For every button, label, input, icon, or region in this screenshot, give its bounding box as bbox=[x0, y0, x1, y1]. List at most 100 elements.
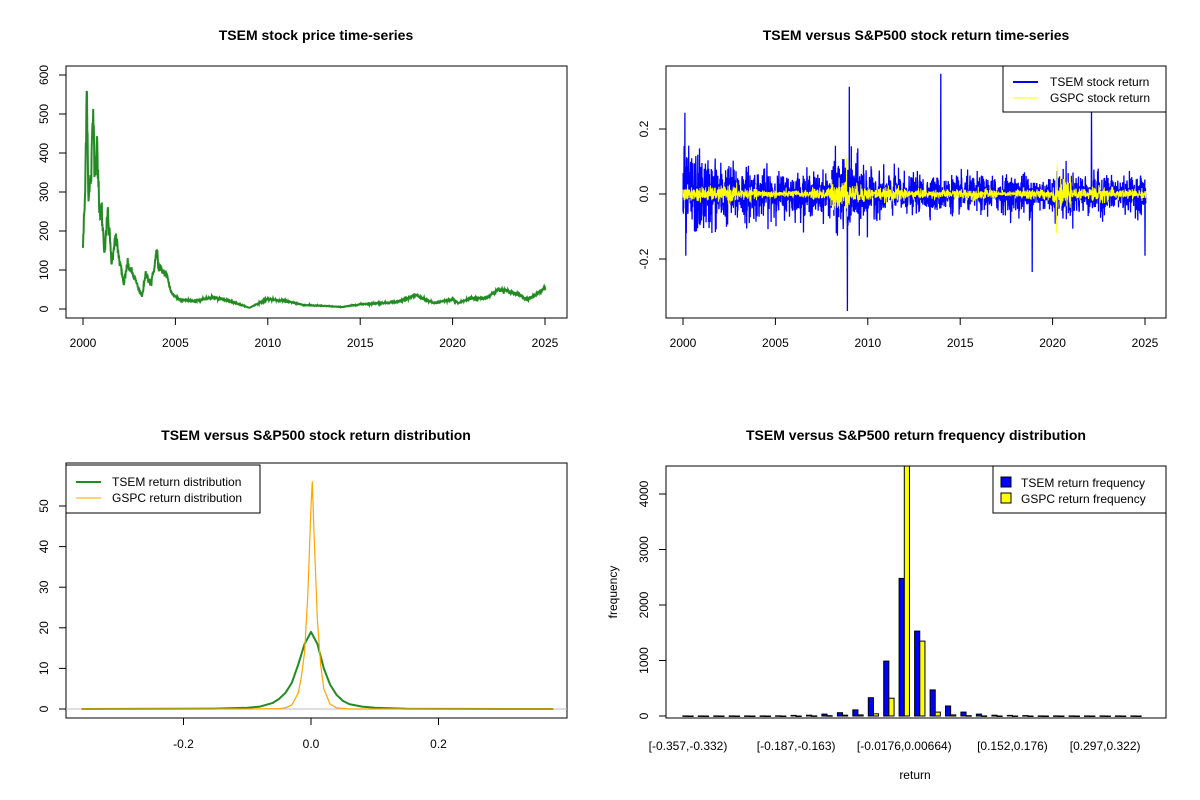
chart3-xtick-label: 0.2 bbox=[430, 737, 447, 751]
tsem-freq-bar bbox=[867, 697, 874, 717]
chart1-plot-box bbox=[65, 65, 568, 319]
tsem-freq-bar bbox=[744, 715, 751, 717]
chart3-title: TSEM versus S&P500 stock return distribu… bbox=[161, 427, 471, 443]
chart2-ytick-label: 0.2 bbox=[637, 120, 651, 137]
chart4-xtick-label: [0.297,0.322) bbox=[1070, 739, 1141, 753]
legend-tsem-return: TSEM stock return bbox=[1050, 75, 1149, 89]
chart1-xtick-label: 2025 bbox=[532, 336, 559, 350]
chart4-title: TSEM versus S&P500 return frequency dist… bbox=[746, 427, 1086, 443]
chart4-ytick-label: 3000 bbox=[637, 536, 651, 563]
chart1-ytick-label: 0 bbox=[37, 305, 51, 312]
tsem-freq-bar bbox=[1084, 715, 1091, 717]
chart1-xtick-label: 2020 bbox=[439, 336, 466, 350]
gspc-freq-bar bbox=[1135, 715, 1142, 717]
chart1-ytick-label: 500 bbox=[37, 104, 51, 124]
chart3-ytick-label: 0 bbox=[37, 705, 51, 712]
chart4-ytick-label: 2000 bbox=[637, 591, 651, 618]
chart1-ytick-label: 600 bbox=[37, 65, 51, 85]
gspc-freq-bar bbox=[718, 715, 725, 717]
gspc-freq-bar bbox=[1120, 715, 1127, 717]
tsem-freq-bar bbox=[759, 715, 766, 717]
legend-tsem-freq-swatch bbox=[1000, 476, 1012, 488]
tsem-freq-bar bbox=[790, 714, 797, 717]
tsem-freq-bar bbox=[775, 715, 782, 717]
gspc-freq-bar bbox=[826, 715, 833, 717]
chart3-ytick-label: 40 bbox=[37, 540, 51, 554]
tsem-freq-bar bbox=[821, 713, 828, 717]
tsem-freq-bar bbox=[914, 630, 921, 717]
chart4-xtick-label: [0.152,0.176) bbox=[977, 739, 1048, 753]
gspc-freq-bar bbox=[764, 715, 771, 717]
chart2-xtick-label: 2015 bbox=[947, 336, 974, 350]
gspc-freq-bar bbox=[981, 715, 988, 717]
chart1-ytick-label: 300 bbox=[37, 182, 51, 202]
chart3-legend: TSEM return distribution GSPC return dis… bbox=[65, 464, 261, 514]
gspc-freq-bar bbox=[687, 715, 694, 717]
gspc-freq-bar bbox=[780, 715, 787, 717]
chart4-xtick-label: [-0.0176,0.00664) bbox=[857, 739, 952, 753]
gspc-freq-bar bbox=[888, 697, 895, 717]
legend-gspc-freq: GSPC return frequency bbox=[1021, 492, 1146, 506]
gspc-freq-bar bbox=[703, 715, 710, 717]
chart4-ytick-label: 0 bbox=[637, 712, 651, 719]
tsem-freq-bar bbox=[960, 711, 967, 717]
gspc-freq-bar bbox=[1073, 715, 1080, 717]
tsem-freq-bar bbox=[1068, 715, 1075, 717]
chart4-ytick-label: 4000 bbox=[637, 480, 651, 507]
tsem-price-line bbox=[82, 90, 547, 309]
gspc-freq-bar bbox=[842, 714, 849, 717]
gspc-freq-bar bbox=[1027, 715, 1034, 717]
tsem-freq-bar bbox=[806, 714, 813, 717]
gspc-freq-bar bbox=[1104, 715, 1111, 717]
chart1-xtick-label: 2005 bbox=[162, 336, 189, 350]
chart2-xtick-label: 2000 bbox=[670, 336, 697, 350]
gspc-freq-bar bbox=[950, 714, 957, 717]
chart1-ytick-label: 400 bbox=[37, 143, 51, 163]
chart1-ytick-label: 100 bbox=[37, 260, 51, 280]
chart4-legend: TSEM return frequency GSPC return freque… bbox=[992, 465, 1167, 514]
gspc-freq-bar bbox=[903, 466, 910, 717]
tsem-freq-bar bbox=[1006, 714, 1013, 717]
chart2-ytick-label: 0.0 bbox=[637, 185, 651, 202]
chart2-xtick-label: 2020 bbox=[1039, 336, 1066, 350]
tsem-freq-bar bbox=[898, 577, 905, 717]
chart2-ytick-label: -0.2 bbox=[637, 248, 651, 269]
gspc-freq-bar bbox=[1089, 715, 1096, 717]
chart3-plot-box bbox=[65, 462, 568, 719]
legend-gspc-freq-swatch bbox=[1000, 492, 1012, 504]
legend-gspc-density: GSPC return distribution bbox=[112, 491, 242, 505]
tsem-density-line bbox=[81, 630, 554, 710]
chart1-xtick-label: 2015 bbox=[347, 336, 374, 350]
tsem-freq-bar bbox=[929, 689, 936, 717]
chart3-ytick-label: 20 bbox=[37, 621, 51, 635]
chart2-plot-box bbox=[665, 65, 1167, 319]
chart2-xtick-label: 2025 bbox=[1132, 336, 1159, 350]
legend-gspc-return: GSPC stock return bbox=[1050, 91, 1150, 105]
chart3-xtick-label: -0.2 bbox=[173, 737, 194, 751]
gspc-return-line bbox=[682, 158, 1147, 234]
chart3-ytick-label: 30 bbox=[37, 580, 51, 594]
chart4-xlabel: return bbox=[899, 768, 930, 782]
gspc-freq-bar bbox=[857, 714, 864, 717]
gspc-freq-bar bbox=[934, 711, 941, 717]
tsem-freq-bar bbox=[1114, 715, 1122, 717]
tsem-freq-bar bbox=[836, 712, 844, 717]
chart2-xtick-label: 2005 bbox=[762, 336, 789, 350]
gspc-freq-bar bbox=[965, 715, 972, 717]
chart2-title: TSEM versus S&P500 stock return time-ser… bbox=[763, 27, 1070, 43]
chart4-ylabel: frequency bbox=[606, 566, 620, 619]
chart3-ytick-label: 50 bbox=[37, 499, 51, 513]
chart4-plot-box bbox=[665, 465, 1167, 719]
chart1-title: TSEM stock price time-series bbox=[219, 27, 414, 43]
gspc-freq-bar bbox=[733, 715, 741, 717]
tsem-freq-bar bbox=[1099, 715, 1106, 717]
chart3-ytick-label: 10 bbox=[37, 661, 51, 675]
chart4-xtick-label: [-0.357,-0.332) bbox=[649, 739, 728, 753]
tsem-freq-bar bbox=[991, 714, 998, 717]
tsem-freq-bar bbox=[1022, 715, 1029, 717]
tsem-freq-bar bbox=[728, 715, 735, 717]
gspc-density-line bbox=[81, 481, 554, 710]
tsem-freq-bar bbox=[682, 715, 689, 717]
tsem-freq-bar bbox=[883, 660, 890, 717]
